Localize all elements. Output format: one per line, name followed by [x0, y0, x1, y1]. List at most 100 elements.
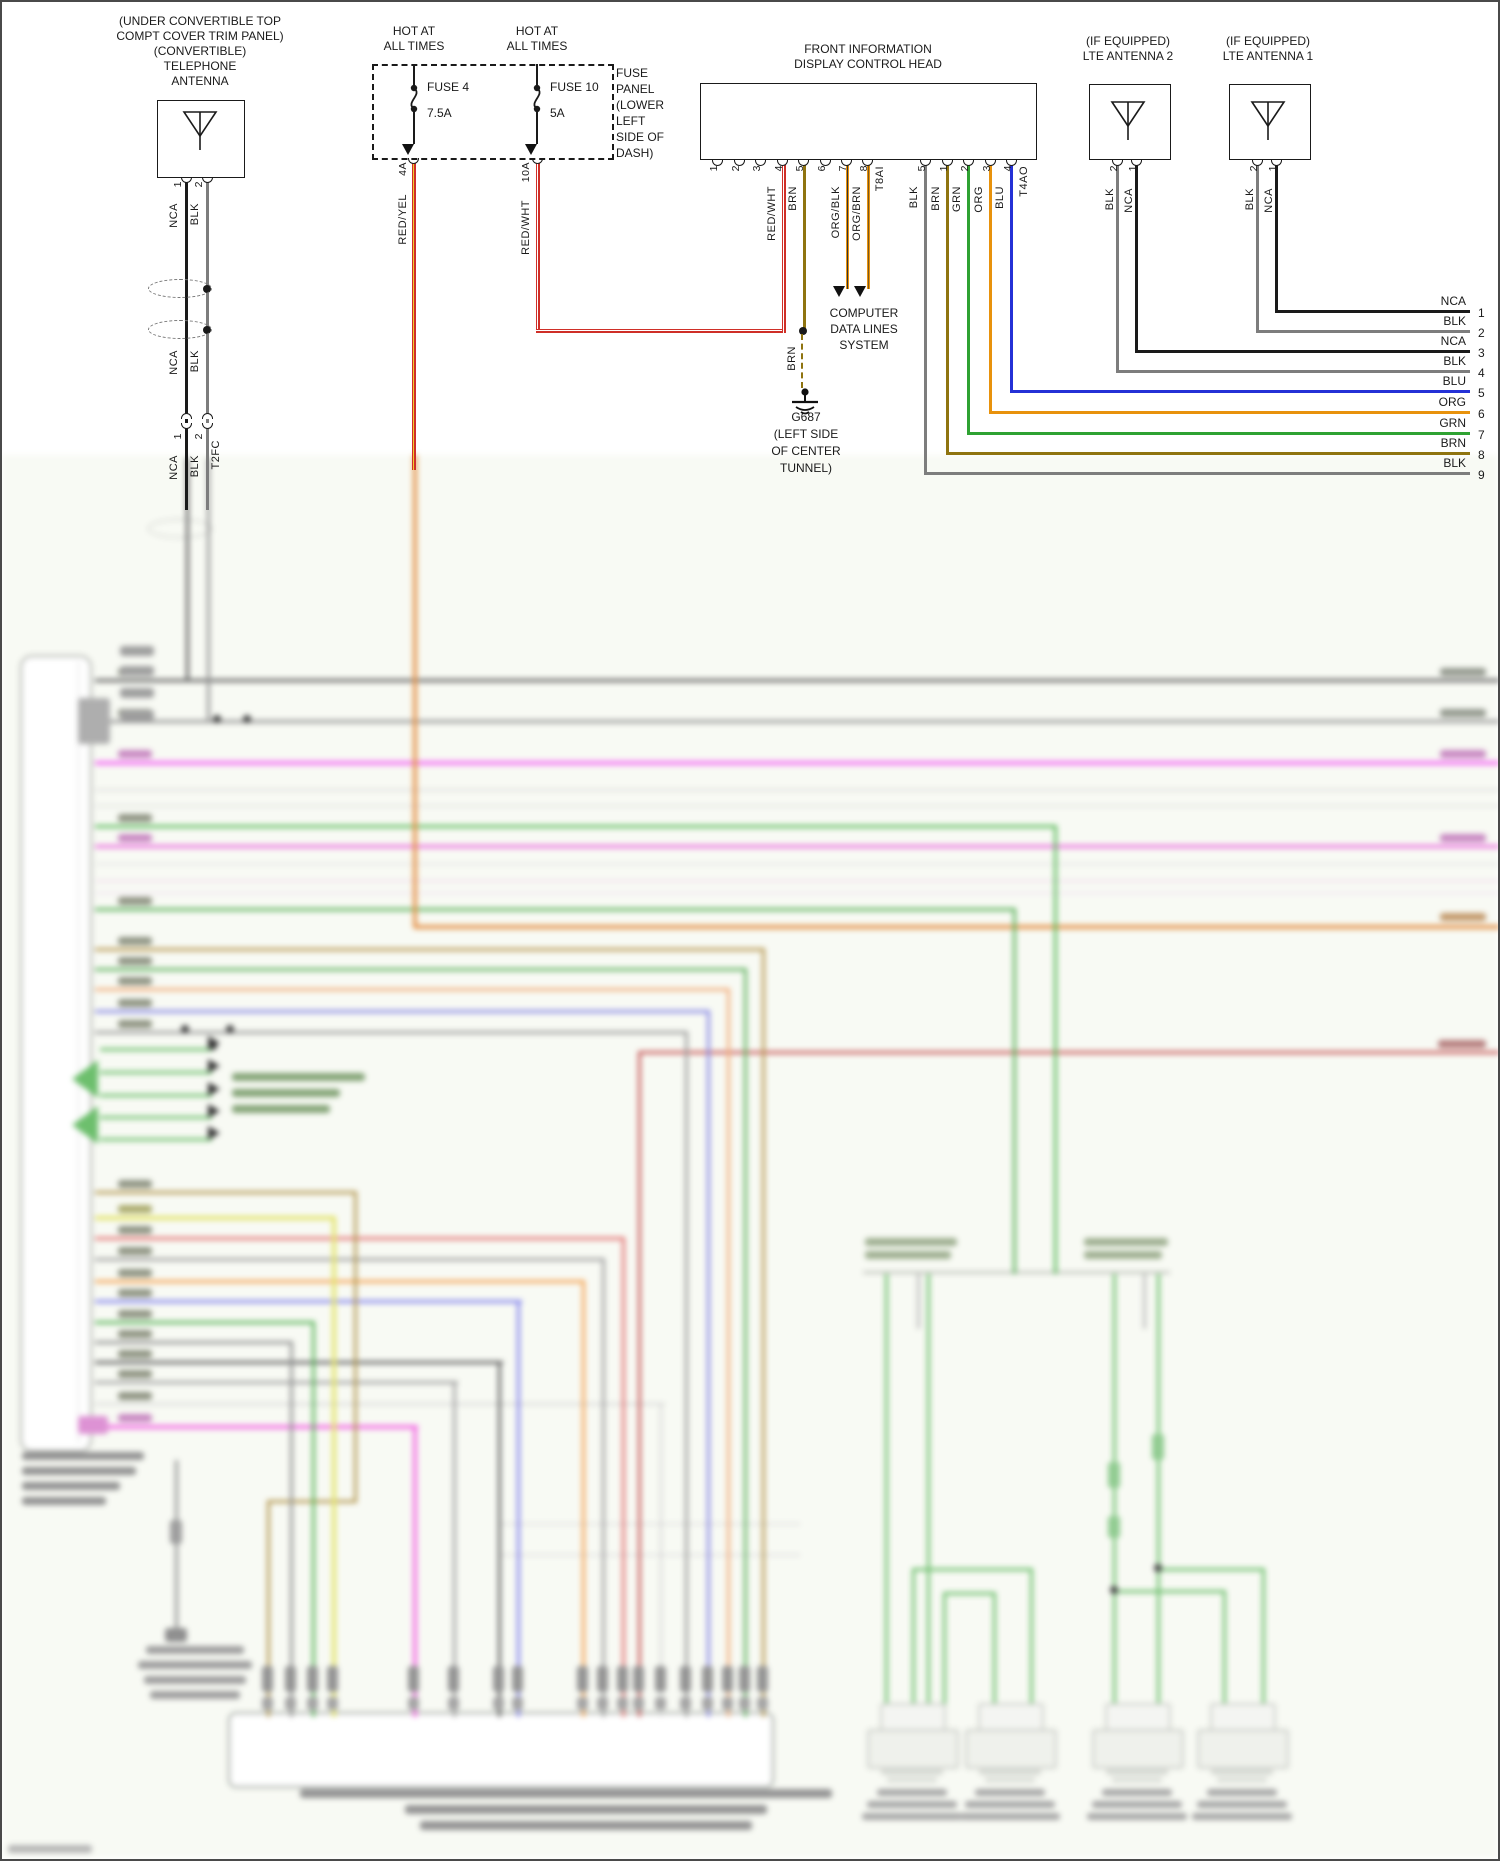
connector-bracket — [512, 1666, 523, 1692]
wire-label: NCA — [1263, 188, 1275, 213]
connector-bracket — [285, 1697, 296, 1710]
arrow-down-icon — [525, 144, 537, 155]
wire-line — [536, 112, 538, 144]
harness-pin-number: 3 — [1478, 346, 1485, 360]
wire-line — [413, 112, 415, 144]
wire-label-nca: NCA — [168, 350, 180, 375]
wire-label: RED/WHT — [766, 186, 778, 241]
wire-line — [582, 1280, 585, 1717]
harness-pin-number: 1 — [1478, 306, 1485, 320]
wire-line — [100, 1138, 212, 1141]
wire-line — [1010, 162, 1013, 393]
arrow-right-icon — [208, 1059, 220, 1073]
label-blob — [118, 834, 152, 842]
harness-pin-number: 9 — [1478, 468, 1485, 482]
wire-label: ORG — [973, 186, 985, 213]
wire-line — [1135, 162, 1138, 352]
wire-line — [95, 892, 1500, 894]
inline-connector — [148, 279, 212, 298]
wire-line — [517, 1300, 520, 1717]
fuse10-name: FUSE 10 — [550, 80, 599, 94]
arrow-left-icon — [72, 1060, 98, 1098]
wire-line — [536, 330, 786, 332]
wire-line — [95, 908, 1016, 911]
label-blob — [78, 698, 110, 744]
label-blob — [1152, 1434, 1164, 1460]
label-blob — [118, 1310, 152, 1318]
wire-line — [537, 158, 539, 331]
arrow-down-icon — [854, 286, 866, 297]
label-blob — [118, 1269, 152, 1277]
fuse10-wire: RED/WHT — [520, 200, 532, 255]
pin-number: 2 — [730, 165, 742, 172]
label-blob — [1102, 1789, 1172, 1796]
pin-number: 1 — [708, 165, 720, 172]
harness-wire-label: BLK — [1443, 354, 1466, 368]
wire-line — [95, 679, 1500, 682]
wire-line — [946, 162, 949, 455]
harness-pin-number: 2 — [1478, 326, 1485, 340]
fuse-panel-location: FUSE — [616, 66, 649, 80]
wire-line — [685, 1031, 688, 1717]
pin-number: 1 — [1267, 165, 1279, 172]
wire-line — [95, 1280, 585, 1283]
label-blob — [118, 1180, 152, 1188]
connector-bracket — [680, 1697, 691, 1710]
wire-line — [95, 1010, 710, 1013]
telephone-antenna-box — [157, 100, 245, 178]
label-blob — [170, 1520, 182, 1544]
junction-dot — [181, 1025, 189, 1033]
wire-label: BLK — [1104, 188, 1116, 211]
connector-bracket — [655, 1697, 666, 1710]
lte-antenna-2-title: LTE ANTENNA 2 — [1082, 49, 1174, 63]
label-blob — [1108, 1462, 1120, 1488]
pin-number: 1 — [938, 165, 950, 172]
pin-number: 5 — [916, 165, 928, 172]
connector-bracket — [633, 1697, 644, 1710]
harness-wire-label: BRN — [1440, 436, 1466, 450]
connector-bracket — [285, 1666, 296, 1692]
computer-data-lines-label: SYSTEM — [839, 338, 889, 352]
connector-bracket — [493, 1697, 504, 1710]
label-blob — [118, 814, 152, 822]
lte-antenna-2-title: (IF EQUIPPED) — [1085, 34, 1171, 48]
label-blob — [867, 1801, 957, 1808]
pin-number: 2 — [959, 165, 971, 172]
ground-wire-label: BRN — [786, 346, 798, 371]
wire-label-nca: NCA — [168, 203, 180, 228]
connector-bracket — [739, 1697, 750, 1710]
wire-line — [1157, 1274, 1160, 1714]
wire-label: BLU — [994, 186, 1006, 209]
label-blob — [118, 1205, 152, 1213]
arrow-left-icon — [72, 1106, 98, 1144]
wire-line — [100, 1094, 212, 1097]
harness-wire — [1275, 310, 1470, 313]
wire-line — [100, 1071, 212, 1074]
inline-connector — [148, 519, 212, 538]
wire-label: ORG/BLK — [830, 186, 842, 239]
arrow-right-icon — [208, 1126, 220, 1140]
pin-number: 2 — [193, 181, 205, 188]
wire-line — [312, 1321, 315, 1717]
wire-line — [95, 1403, 665, 1405]
wire-line — [1113, 1274, 1116, 1714]
label-blob — [877, 1789, 947, 1796]
wire-line — [924, 162, 927, 475]
speaker-connector — [881, 1768, 943, 1775]
pin-number: 5 — [794, 165, 806, 172]
pin-number: 4 — [1002, 165, 1014, 172]
telephone-antenna-title: COMPT COVER TRIM PANEL) — [116, 29, 284, 43]
wire-line — [638, 1051, 1500, 1054]
label-blob — [300, 1789, 832, 1798]
wire-line — [707, 1010, 710, 1717]
pin-number: 8 — [858, 165, 870, 172]
wire-line — [290, 1341, 293, 1717]
pin-plug — [181, 413, 192, 419]
wire-line — [95, 1361, 503, 1364]
connector-bracket — [448, 1666, 459, 1692]
wire-line — [175, 1460, 178, 1632]
speaker-connector — [979, 1768, 1041, 1775]
